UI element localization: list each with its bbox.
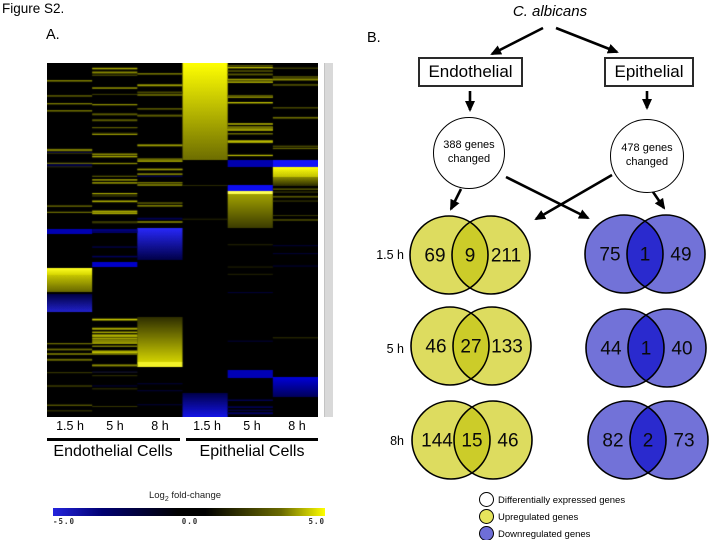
- venn-count-upregulated-row-1-left: 46: [425, 337, 446, 358]
- epithelial-box: Epithelial: [604, 57, 694, 87]
- colorbar-tick-min: -5.0: [53, 517, 76, 526]
- colorbar-title-rest: fold-change: [168, 490, 222, 501]
- heatmap-col-label-endo-1-5h: 1.5 h: [56, 419, 84, 433]
- venn-count-upregulated-row-2-left: 144: [421, 431, 453, 452]
- venn-downregulated-row-0: 75 1 49: [584, 214, 706, 294]
- endothelial-box: Endothelial: [418, 57, 523, 87]
- heatmap-col-label-epi-1-5h: 1.5 h: [193, 419, 221, 433]
- heatmap-col-label-epi-8h: 8 h: [288, 419, 306, 433]
- legend-swatch-differentially-expressed: [479, 492, 494, 507]
- venn-count-downregulated-row-1-right: 40: [671, 339, 692, 360]
- colorbar-title-sub: 2: [164, 495, 169, 503]
- arrow-388-to-downregulated-venn: [505, 175, 590, 220]
- arrow-root-to-epithelial: [555, 26, 619, 54]
- legend-label-upregulated: Upregulated genes: [498, 512, 579, 523]
- c-albicans-label: C. albicans: [512, 3, 588, 20]
- heatmap-image: [47, 63, 318, 417]
- heatmap-col-label-endo-5h: 5 h: [106, 419, 124, 433]
- venn-count-upregulated-row-2-mid: 15: [461, 431, 482, 452]
- venn-count-upregulated-row-1-mid: 27: [460, 337, 481, 358]
- venn-row-label-1-5h: 1.5 h: [376, 248, 404, 262]
- arrow-root-to-endothelial: [490, 26, 544, 56]
- figure-label: Figure S2.: [2, 1, 65, 16]
- colorbar-gradient: [53, 508, 325, 516]
- venn-count-upregulated-row-0-mid: 9: [465, 246, 476, 267]
- colorbar-title-log: Log: [148, 490, 165, 501]
- endothelial-genes-changed-node: 388 genes changed: [433, 117, 505, 189]
- venn-count-downregulated-row-0-right: 49: [670, 245, 691, 266]
- venn-count-downregulated-row-2-left: 82: [602, 431, 623, 452]
- venn-downregulated-row-2: 82 2 73: [587, 400, 709, 480]
- venn-downregulated-row-1: 44 1 40: [585, 308, 707, 388]
- colorbar-tick-mid: 0.0: [181, 517, 199, 526]
- epithelial-cells-label: Epithelial Cells: [199, 443, 305, 460]
- heatmap-col-label-epi-5h: 5 h: [243, 419, 261, 433]
- epithelial-genes-changed-node: 478 genes changed: [610, 119, 684, 193]
- venn-count-upregulated-row-2-right: 46: [497, 431, 518, 452]
- legend-label-downregulated: Downregulated genes: [498, 529, 591, 540]
- venn-upregulated-row-0: 69 9 211: [409, 215, 531, 295]
- venn-row-label-8h: 8h: [390, 434, 404, 448]
- arrow-478-to-upregulated-venn: [534, 173, 613, 221]
- epithelial-genes-count: 478 genes: [621, 142, 673, 155]
- colorbar-title: Log2 fold-change: [103, 490, 267, 503]
- venn-count-downregulated-row-0-left: 75: [599, 245, 620, 266]
- panel-a-label: A.: [46, 27, 60, 43]
- epithelial-group-underline: [186, 438, 318, 441]
- venn-count-upregulated-row-0-right: 211: [491, 246, 521, 267]
- endothelial-genes-count: 388 genes: [443, 139, 495, 152]
- endothelial-group-underline: [47, 438, 180, 441]
- panel-b-label: B.: [367, 30, 381, 46]
- venn-count-downregulated-row-1-mid: 1: [641, 339, 652, 360]
- venn-count-upregulated-row-0-left: 69: [424, 246, 445, 267]
- venn-count-downregulated-row-2-mid: 2: [643, 431, 654, 452]
- venn-count-downregulated-row-0-mid: 1: [640, 245, 651, 266]
- endothelial-genes-changed-word: changed: [447, 153, 491, 165]
- venn-count-upregulated-row-1-right: 133: [491, 337, 523, 358]
- endothelial-cells-label: Endothelial Cells: [53, 443, 173, 460]
- venn-count-downregulated-row-2-right: 73: [673, 431, 694, 452]
- legend-swatch-upregulated: [479, 509, 494, 524]
- arrow-388-to-upregulated-venn: [449, 188, 463, 211]
- epithelial-genes-changed-word: changed: [625, 156, 669, 168]
- legend-swatch-downregulated: [479, 526, 494, 540]
- venn-upregulated-row-1: 46 27 133: [410, 306, 532, 386]
- venn-row-label-5h: 5 h: [386, 342, 404, 356]
- heatmap-col-label-endo-8h: 8 h: [151, 419, 169, 433]
- colorbar-tick-max: 5.0: [308, 517, 325, 526]
- venn-upregulated-row-2: 144 15 46: [411, 400, 533, 480]
- legend-label-differentially-expressed: Differentially expressed genes: [498, 495, 626, 506]
- venn-count-downregulated-row-1-left: 44: [600, 339, 622, 360]
- heatmap-scrollbar: [324, 63, 333, 417]
